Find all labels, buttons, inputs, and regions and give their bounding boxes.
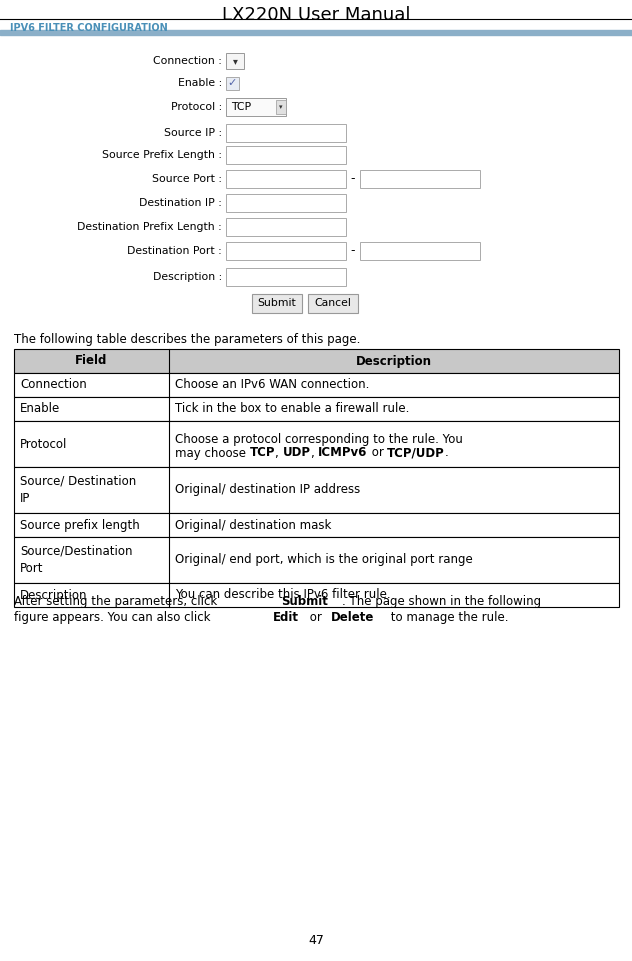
- Text: Original/ destination mask: Original/ destination mask: [175, 519, 331, 531]
- Bar: [226, 268, 346, 286]
- Text: -: -: [351, 244, 355, 258]
- Bar: [226, 194, 346, 212]
- Text: TCP: TCP: [231, 102, 251, 112]
- Text: Enable: Enable: [20, 403, 60, 415]
- Text: LX220N User Manual: LX220N User Manual: [222, 6, 410, 24]
- Bar: [14, 373, 619, 397]
- Text: Submit: Submit: [258, 298, 296, 308]
- Text: Delete: Delete: [331, 611, 375, 624]
- Text: Cancel: Cancel: [315, 298, 351, 308]
- Text: 47: 47: [308, 934, 324, 947]
- Text: TCP/UDP: TCP/UDP: [387, 447, 445, 459]
- Bar: [0, 30, 632, 35]
- Text: Source/Destination
Port: Source/Destination Port: [20, 545, 133, 575]
- Text: .: .: [445, 447, 449, 459]
- Text: You can describe this IPv6 filter rule.: You can describe this IPv6 filter rule.: [175, 588, 391, 602]
- Bar: [14, 421, 619, 467]
- Bar: [14, 397, 619, 421]
- Bar: [252, 293, 302, 312]
- Text: Enable :: Enable :: [178, 78, 222, 88]
- Bar: [226, 77, 239, 89]
- Text: Description :: Description :: [153, 272, 222, 282]
- Text: Connection :: Connection :: [153, 56, 222, 66]
- Bar: [14, 349, 619, 373]
- Text: TCP: TCP: [250, 447, 276, 459]
- Text: or: or: [368, 447, 387, 459]
- Bar: [360, 170, 480, 188]
- Bar: [226, 146, 346, 164]
- Text: Tick in the box to enable a firewall rule.: Tick in the box to enable a firewall rul…: [175, 403, 410, 415]
- Text: Destination Prefix Length :: Destination Prefix Length :: [77, 222, 222, 232]
- Text: Original/ destination IP address: Original/ destination IP address: [175, 483, 360, 497]
- Text: Source prefix length: Source prefix length: [20, 519, 140, 531]
- Bar: [226, 124, 346, 142]
- Bar: [14, 583, 619, 607]
- Text: Description: Description: [20, 588, 87, 602]
- Bar: [14, 513, 619, 537]
- Bar: [308, 293, 358, 312]
- Bar: [360, 242, 480, 260]
- Text: IPV6 FILTER CONFIGURATION: IPV6 FILTER CONFIGURATION: [10, 23, 167, 33]
- Text: After setting the parameters, click: After setting the parameters, click: [14, 595, 221, 608]
- Text: The following table describes the parameters of this page.: The following table describes the parame…: [14, 333, 360, 346]
- Text: ,: ,: [276, 447, 283, 459]
- Text: Source Prefix Length :: Source Prefix Length :: [102, 150, 222, 160]
- Text: ▾: ▾: [279, 104, 283, 110]
- Text: or: or: [306, 611, 325, 624]
- Text: UDP: UDP: [283, 447, 311, 459]
- Text: -: -: [351, 173, 355, 185]
- Bar: [226, 53, 244, 69]
- Text: Source Port :: Source Port :: [152, 174, 222, 184]
- Text: Description: Description: [356, 355, 432, 367]
- Text: to manage the rule.: to manage the rule.: [387, 611, 509, 624]
- Text: Destination IP :: Destination IP :: [139, 198, 222, 208]
- Text: Submit: Submit: [281, 595, 328, 608]
- Text: Choose an IPv6 WAN connection.: Choose an IPv6 WAN connection.: [175, 379, 369, 391]
- Bar: [14, 537, 619, 583]
- Text: ✓: ✓: [228, 78, 237, 88]
- Text: Protocol: Protocol: [20, 437, 68, 451]
- Text: Destination Port :: Destination Port :: [127, 246, 222, 256]
- Bar: [226, 242, 346, 260]
- Text: Source/ Destination
IP: Source/ Destination IP: [20, 475, 137, 505]
- Text: Connection: Connection: [20, 379, 87, 391]
- Text: . The page shown in the following: . The page shown in the following: [341, 595, 541, 608]
- Bar: [226, 218, 346, 236]
- Bar: [226, 170, 346, 188]
- Text: Source IP :: Source IP :: [164, 128, 222, 138]
- Text: Edit: Edit: [272, 611, 298, 624]
- Bar: [226, 98, 286, 116]
- Text: Original/ end port, which is the original port range: Original/ end port, which is the origina…: [175, 554, 473, 566]
- Text: ,: ,: [311, 447, 319, 459]
- Text: Field: Field: [75, 355, 107, 367]
- Bar: [14, 467, 619, 513]
- Text: figure appears. You can also click: figure appears. You can also click: [14, 611, 214, 624]
- Text: ICMPv6: ICMPv6: [319, 447, 368, 459]
- Text: may choose: may choose: [175, 447, 250, 459]
- Text: Choose a protocol corresponding to the rule. You: Choose a protocol corresponding to the r…: [175, 432, 463, 446]
- Text: ▾: ▾: [233, 56, 238, 66]
- Text: Protocol :: Protocol :: [171, 102, 222, 112]
- Bar: [276, 100, 286, 114]
